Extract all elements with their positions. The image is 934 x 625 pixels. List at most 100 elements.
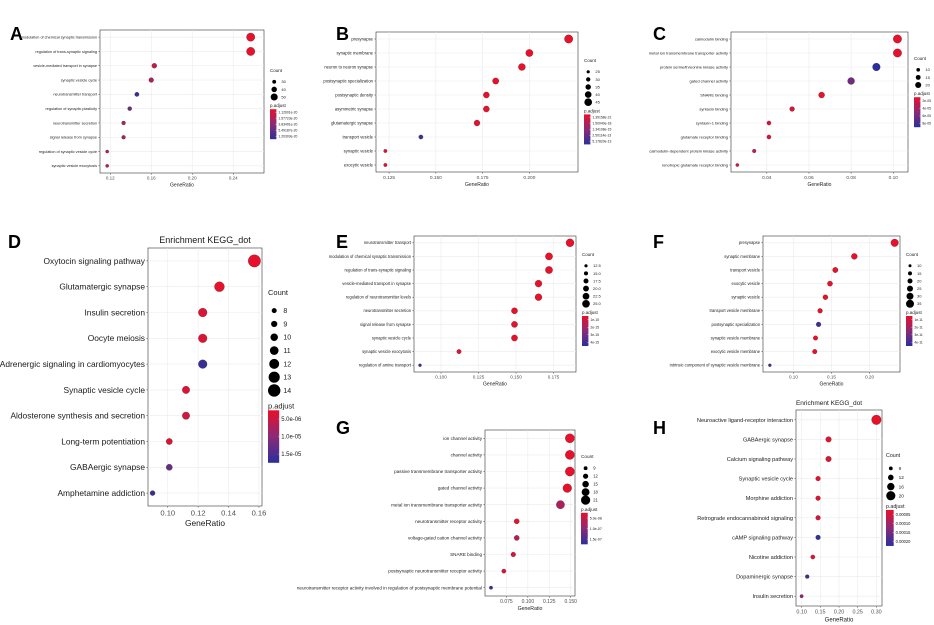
x-axis-title: GeneRatio — [465, 182, 489, 188]
x-tick-label: 0.10 — [889, 175, 899, 181]
size-legend-label: 20.0 — [593, 286, 602, 291]
size-legend-dot — [887, 474, 894, 481]
size-legend-label: 45 — [595, 100, 600, 105]
size-legend-label: 40 — [595, 92, 600, 97]
color-legend-label: 1.34108e-15 — [592, 128, 611, 132]
data-point — [121, 120, 126, 125]
color-legend-label: 1.5e-05 — [281, 452, 302, 458]
category-label: ion channel activity — [443, 436, 483, 441]
category-label: intrinsic component of synaptic vesicle … — [670, 363, 761, 368]
size-legend-dot — [583, 285, 589, 292]
size-legend-dot — [268, 384, 281, 397]
data-point — [851, 253, 858, 260]
size-legend-title: Count — [914, 56, 927, 61]
data-point — [825, 456, 832, 462]
size-legend-dot — [916, 67, 921, 72]
category-label: signal release from synapse — [50, 136, 97, 140]
data-point — [489, 585, 493, 590]
size-legend-label: 12 — [283, 361, 291, 368]
data-point — [151, 63, 157, 69]
size-legend-label: 50 — [281, 94, 286, 99]
category-label: modulation of chemical synaptic transmis… — [21, 35, 97, 39]
data-point — [822, 294, 829, 300]
size-legend-title: Count — [582, 252, 595, 257]
size-legend-dot — [581, 495, 591, 505]
category-label: gated channel activity — [438, 486, 483, 491]
x-tick-label: 0.100 — [435, 375, 447, 380]
color-legend-label: 2e-05 — [922, 99, 931, 103]
category-label: protein serine/threonine kinase activity — [660, 64, 728, 69]
data-point — [127, 106, 132, 111]
data-point — [565, 450, 575, 460]
x-tick-label: 0.25 — [852, 609, 863, 615]
category-label: Amphetamine addiction — [57, 488, 145, 498]
color-legend-label: 8e-05 — [922, 122, 931, 126]
panel-letter: B — [336, 24, 349, 44]
data-point — [815, 534, 821, 540]
color-legend-label: 0.00020 — [896, 539, 911, 544]
size-legend-label: 30 — [595, 77, 600, 82]
size-legend-label: 9 — [283, 321, 287, 328]
category-label: regulation of neurotransmitter levels — [346, 295, 411, 300]
size-legend-label: 30 — [917, 294, 922, 299]
color-legend-title: p.adjust — [886, 504, 905, 510]
data-point — [105, 164, 109, 168]
category-label: Neuroactive ligand-receptor interaction — [697, 418, 793, 424]
category-label: regulation of synaptic plasticity — [46, 107, 98, 111]
chart-title: Enrichment KEGG_dot — [796, 400, 862, 407]
x-axis-title: GeneRatio — [185, 518, 225, 528]
panel-letter: H — [653, 418, 666, 438]
data-point — [198, 359, 208, 369]
category-label: neurotransmitter secretion — [363, 308, 411, 313]
panel-letter: G — [336, 418, 350, 438]
category-label: synaptic vesicle exocytosis — [52, 164, 97, 168]
category-label: transport vesicle — [730, 267, 761, 272]
color-legend-label: 0.00005 — [896, 512, 911, 517]
category-label: Insulin secretion — [753, 594, 793, 600]
category-label: SNARE binding — [450, 552, 482, 557]
x-tick-label: 0.10 — [160, 509, 175, 518]
data-point — [149, 490, 156, 496]
category-label: signal release from synapse — [360, 322, 412, 327]
data-point — [847, 77, 855, 85]
data-point — [105, 149, 109, 154]
size-legend-label: 35 — [917, 301, 922, 306]
data-point — [473, 119, 481, 127]
data-point — [768, 363, 772, 367]
category-label: presynapse — [351, 36, 373, 41]
x-tick-label: 0.16 — [252, 509, 267, 518]
panel-letter: E — [336, 232, 348, 252]
panel-letter: C — [653, 24, 666, 44]
x-tick-label: 0.10 — [789, 375, 798, 380]
color-legend-label: 6e-05 — [922, 114, 931, 118]
color-legend-label: 1e-15 — [590, 318, 599, 322]
x-tick-label: 0.075 — [500, 599, 513, 605]
data-point — [511, 307, 518, 315]
size-legend-dot — [581, 488, 590, 497]
color-legend-bar — [584, 114, 591, 145]
size-legend-label: 15 — [925, 75, 930, 80]
x-axis-title: GeneRatio — [518, 606, 543, 612]
size-legend-dot — [888, 466, 893, 471]
size-legend-dot — [268, 371, 280, 383]
size-legend-label: 15 — [593, 482, 598, 487]
size-legend-title: Count — [906, 252, 919, 257]
category-label: synaptic vesicle exocytosis — [362, 349, 411, 354]
data-point — [766, 134, 772, 140]
data-point — [813, 335, 818, 341]
data-point — [418, 363, 422, 367]
data-point — [166, 438, 173, 445]
size-legend-dot — [584, 264, 588, 268]
panel-letter: F — [653, 232, 664, 252]
size-legend-dot — [915, 74, 921, 80]
data-point — [248, 254, 261, 268]
x-tick-label: 0.125 — [383, 175, 395, 181]
size-legend-label: 25 — [917, 286, 922, 291]
x-tick-label: 0.150 — [510, 375, 522, 380]
category-label: neurotransmitter receptor activity — [415, 519, 483, 524]
size-legend-dot — [582, 299, 590, 308]
color-legend-bar — [906, 316, 913, 346]
color-legend-bar — [581, 512, 588, 545]
category-label: neuron to neuron synapse — [324, 64, 373, 69]
